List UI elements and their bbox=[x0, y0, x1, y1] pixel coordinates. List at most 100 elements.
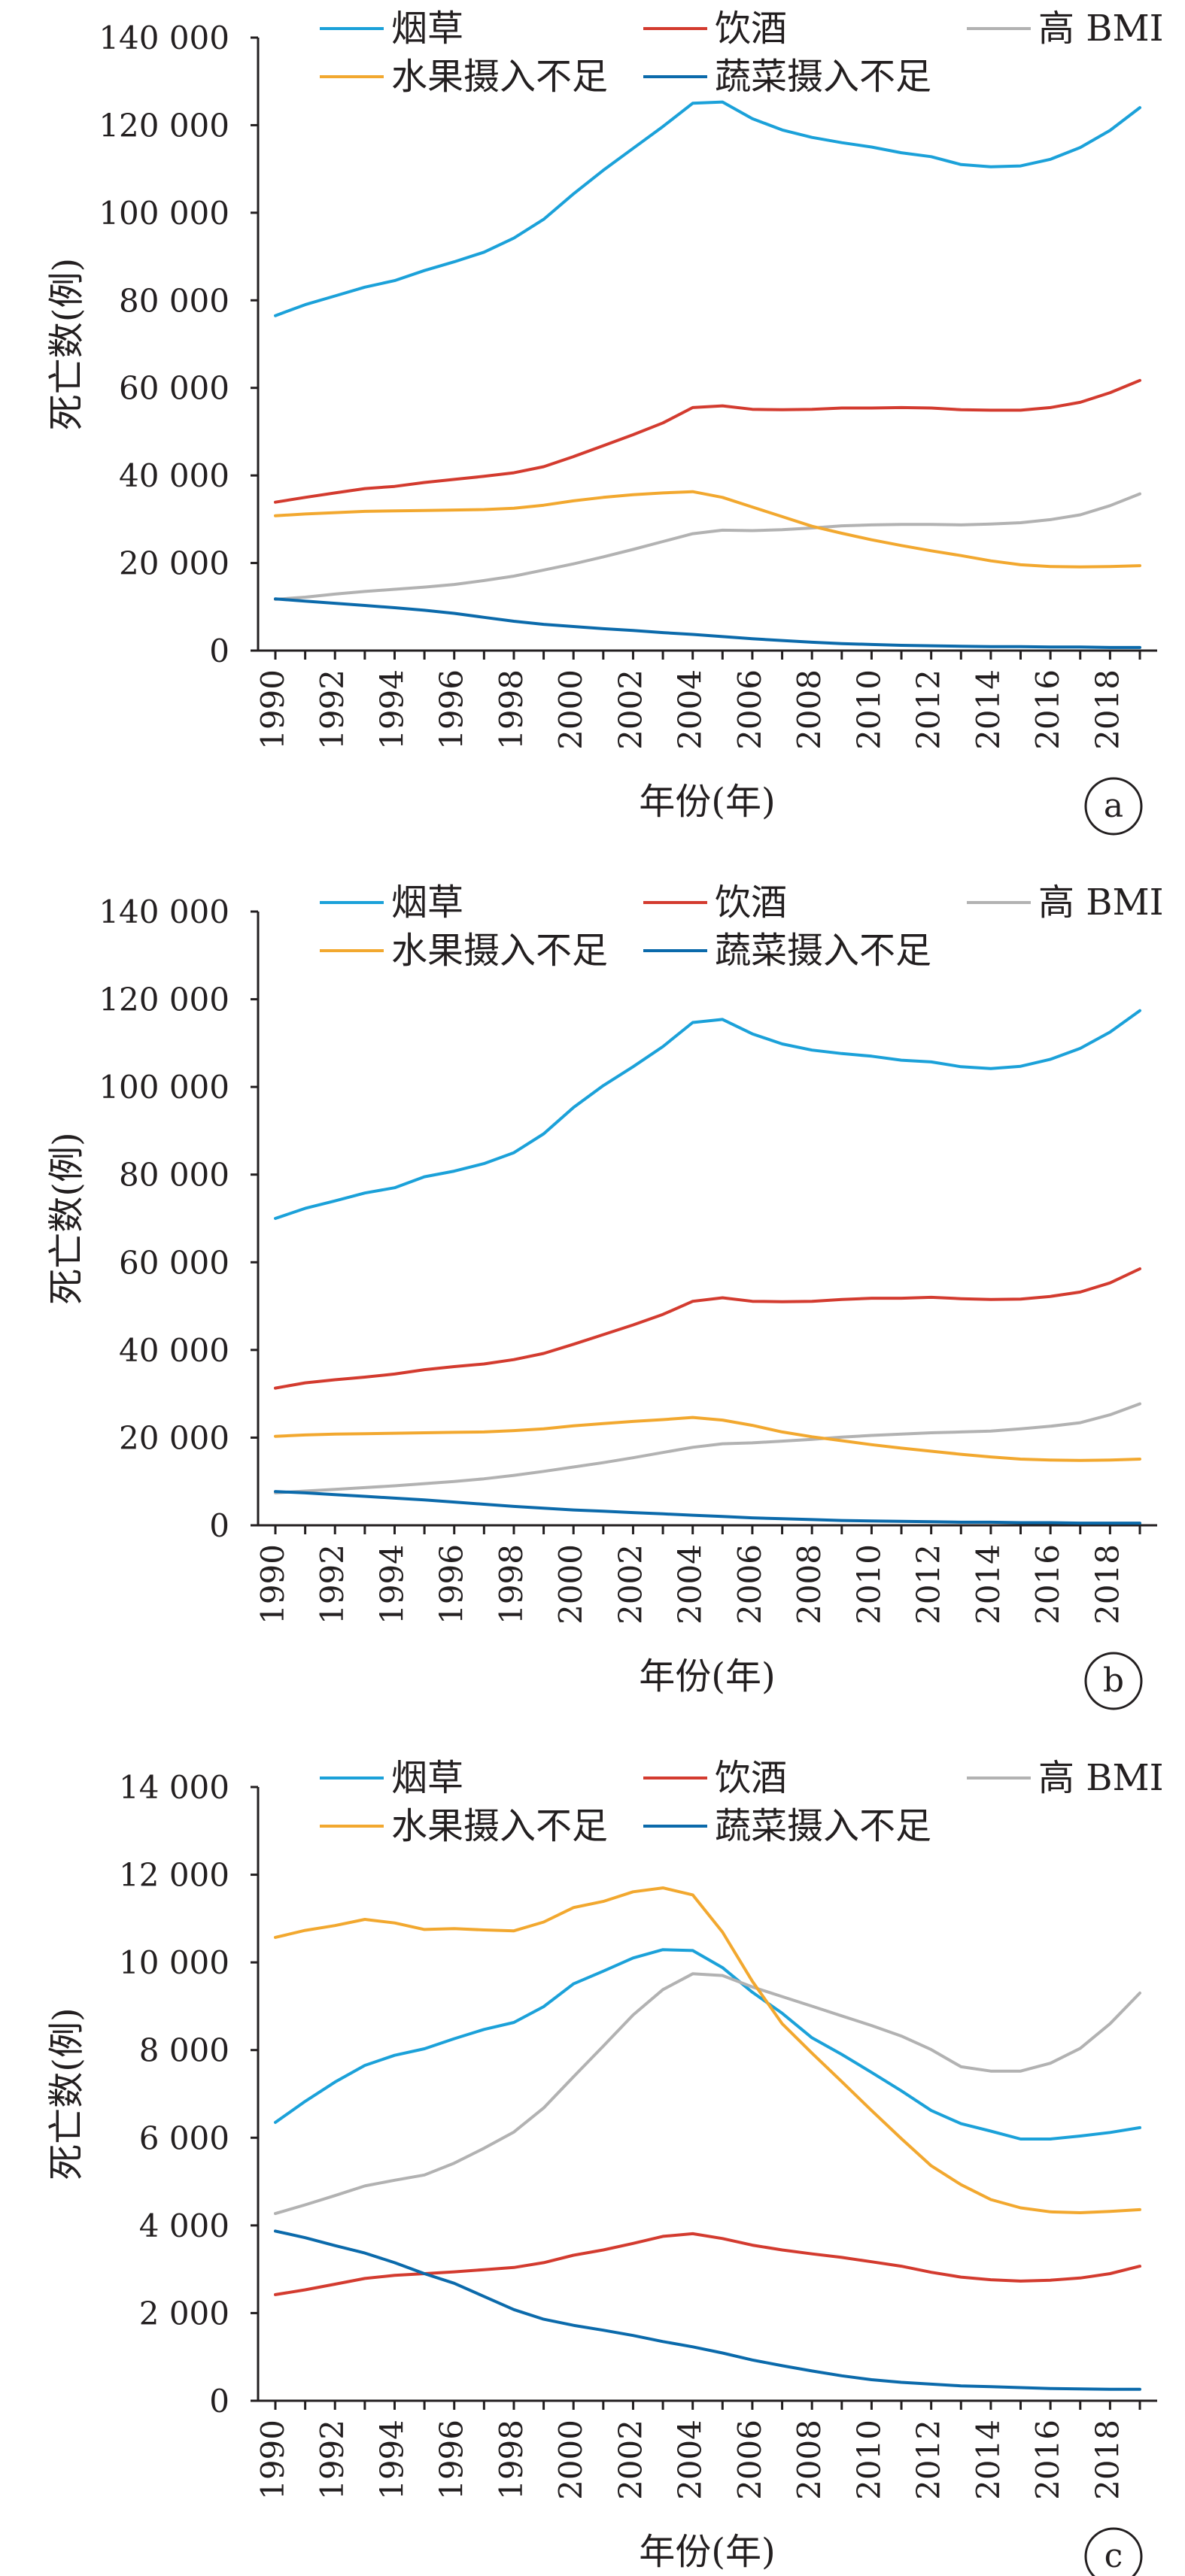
y-tick-label: 40 000 bbox=[119, 1332, 229, 1369]
x-axis-title: 年份(年) bbox=[639, 781, 775, 823]
legend-label: 高 BMI bbox=[1038, 1757, 1164, 1799]
x-tick-label: 2014 bbox=[970, 669, 1007, 750]
x-tick-label: 2018 bbox=[1089, 1544, 1126, 1625]
x-tick-label: 2012 bbox=[910, 1544, 947, 1625]
y-tick-label: 20 000 bbox=[119, 1419, 229, 1456]
legend-label: 水果摄入不足 bbox=[391, 1805, 608, 1847]
y-tick-label: 60 000 bbox=[119, 1244, 229, 1281]
y-tick-label: 2 000 bbox=[139, 2295, 229, 2332]
chart-panel-c: 0 2 000 4 000 6 000 8 000 10 000 12 000 14 000 1… bbox=[46, 1757, 1164, 2576]
y-tick-label: 140 000 bbox=[99, 20, 229, 56]
x-tick-label: 2010 bbox=[850, 2420, 887, 2500]
x-tick-label: 2010 bbox=[850, 1544, 887, 1625]
panel-label: c bbox=[1104, 2537, 1123, 2575]
x-tick-label: 1998 bbox=[493, 1544, 530, 1625]
series-line-4 bbox=[274, 1490, 1141, 1525]
legend-label: 水果摄入不足 bbox=[391, 56, 608, 98]
x-tick-label: 2006 bbox=[731, 669, 768, 750]
y-tick-label: 40 000 bbox=[119, 457, 229, 494]
x-tick-label: 2002 bbox=[612, 1544, 649, 1625]
x-tick-label: 2000 bbox=[552, 1544, 589, 1625]
series-line-1 bbox=[274, 2232, 1141, 2296]
x-axis-title: 年份(年) bbox=[639, 1655, 775, 1698]
series-line-0 bbox=[274, 1948, 1141, 2141]
x-tick-label: 2008 bbox=[791, 1544, 828, 1625]
legend-label: 烟草 bbox=[391, 1757, 463, 1799]
x-tick-label: 2010 bbox=[850, 669, 887, 750]
legend-label: 高 BMI bbox=[1038, 8, 1164, 50]
x-tick-label: 2016 bbox=[1029, 1544, 1066, 1625]
y-tick-label: 100 000 bbox=[99, 1069, 229, 1106]
y-tick-label: 0 bbox=[209, 2383, 229, 2420]
x-tick-label: 1992 bbox=[314, 1544, 351, 1625]
chart-panel-a: 0 20 000 40 000 60 000 80 000 100 000 120 000 1… bbox=[46, 8, 1164, 836]
x-tick-label: 2012 bbox=[910, 669, 947, 750]
legend-label: 烟草 bbox=[391, 881, 463, 924]
y-tick-label: 12 000 bbox=[119, 1857, 229, 1894]
y-tick-label: 0 bbox=[209, 1507, 229, 1544]
x-tick-label: 2014 bbox=[970, 1544, 1007, 1625]
x-tick-label: 2002 bbox=[612, 2420, 649, 2500]
x-tick-label: 1996 bbox=[433, 669, 470, 750]
x-tick-label: 2002 bbox=[612, 669, 649, 750]
y-tick-label: 14 000 bbox=[119, 1769, 229, 1806]
x-tick-label: 2000 bbox=[552, 669, 589, 750]
x-tick-label: 2012 bbox=[910, 2420, 947, 2500]
x-tick-label: 2006 bbox=[731, 2420, 768, 2500]
x-tick-label: 1992 bbox=[314, 2420, 351, 2500]
legend-label: 高 BMI bbox=[1038, 881, 1164, 924]
x-tick-label: 2014 bbox=[970, 2420, 1007, 2500]
series-line-0 bbox=[274, 1009, 1141, 1220]
legend-label: 饮酒 bbox=[715, 1757, 787, 1799]
y-tick-label: 10 000 bbox=[119, 1944, 229, 1981]
y-tick-label: 100 000 bbox=[99, 195, 229, 232]
series-line-2 bbox=[274, 492, 1141, 601]
series-line-3 bbox=[274, 1415, 1141, 1462]
series-line-2 bbox=[274, 1402, 1141, 1494]
series-line-4 bbox=[274, 597, 1141, 649]
x-tick-label: 2000 bbox=[552, 2420, 589, 2500]
legend-label: 蔬菜摄入不足 bbox=[715, 1805, 931, 1847]
x-tick-label: 1990 bbox=[254, 1544, 291, 1625]
x-tick-label: 1996 bbox=[433, 2420, 470, 2500]
y-tick-label: 80 000 bbox=[119, 282, 229, 319]
x-tick-label: 1994 bbox=[373, 2420, 410, 2500]
x-tick-label: 2018 bbox=[1089, 2420, 1126, 2500]
y-tick-label: 20 000 bbox=[119, 545, 229, 582]
y-axis-title: 死亡数(例) bbox=[46, 258, 88, 430]
y-tick-label: 4 000 bbox=[139, 2207, 229, 2244]
legend-label: 蔬菜摄入不足 bbox=[715, 930, 931, 972]
x-tick-label: 1994 bbox=[373, 669, 410, 750]
series-line-2 bbox=[274, 1972, 1141, 2216]
y-axis-title: 死亡数(例) bbox=[46, 2007, 88, 2180]
x-tick-label: 2016 bbox=[1029, 2420, 1066, 2500]
series-line-4 bbox=[274, 2229, 1141, 2391]
legend-label: 烟草 bbox=[391, 8, 463, 50]
x-tick-label: 1994 bbox=[373, 1544, 410, 1625]
legend-label: 蔬菜摄入不足 bbox=[715, 56, 931, 98]
panel-label-circle bbox=[1084, 1652, 1143, 1710]
y-axis-title: 死亡数(例) bbox=[46, 1132, 88, 1304]
legend-label: 饮酒 bbox=[715, 8, 787, 50]
legend-label: 水果摄入不足 bbox=[391, 930, 608, 972]
series-line-3 bbox=[274, 1886, 1141, 2214]
x-tick-label: 1990 bbox=[254, 669, 291, 750]
x-tick-label: 2016 bbox=[1029, 669, 1066, 750]
x-tick-label: 2004 bbox=[672, 669, 709, 750]
y-tick-label: 120 000 bbox=[99, 107, 229, 144]
x-tick-label: 1996 bbox=[433, 1544, 470, 1625]
y-tick-label: 8 000 bbox=[139, 2032, 229, 2069]
x-tick-label: 1998 bbox=[493, 669, 530, 750]
series-line-1 bbox=[274, 1267, 1141, 1390]
y-tick-label: 120 000 bbox=[99, 982, 229, 1018]
x-axis-title: 年份(年) bbox=[639, 2531, 775, 2573]
chart-panel-b: 0 20 000 40 000 60 000 80 000 100 000 120 000 1… bbox=[46, 881, 1164, 1710]
y-tick-label: 60 000 bbox=[119, 370, 229, 407]
x-tick-label: 2018 bbox=[1089, 669, 1126, 750]
series-line-3 bbox=[274, 490, 1141, 569]
y-tick-label: 0 bbox=[209, 633, 229, 669]
y-tick-label: 6 000 bbox=[139, 2119, 229, 2156]
x-tick-label: 1990 bbox=[254, 2420, 291, 2500]
panel-label-circle bbox=[1084, 777, 1143, 836]
